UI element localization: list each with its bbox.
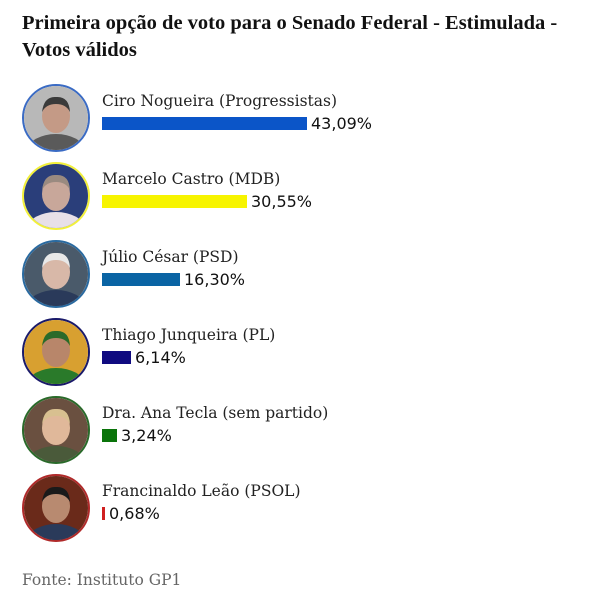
candidate-avatar bbox=[22, 474, 90, 542]
portrait-icon bbox=[24, 86, 88, 150]
candidate-name: Dra. Ana Tecla (sem partido) bbox=[102, 404, 329, 422]
candidate-avatar bbox=[22, 318, 90, 386]
candidate-row: Júlio César (PSD) 16,30% bbox=[0, 240, 600, 318]
bar-line: 30,55% bbox=[102, 191, 313, 211]
vote-percentage: 30,55% bbox=[251, 191, 313, 211]
bar-line: 6,14% bbox=[102, 347, 186, 367]
vote-percentage: 0,68% bbox=[109, 503, 160, 523]
vote-bar bbox=[102, 194, 247, 208]
candidate-row: Dra. Ana Tecla (sem partido) 3,24% bbox=[0, 396, 600, 474]
candidate-name: Marcelo Castro (MDB) bbox=[102, 170, 281, 188]
candidate-avatar bbox=[22, 396, 90, 464]
portrait-icon bbox=[24, 164, 88, 228]
vote-bar bbox=[102, 350, 131, 364]
candidate-row: Francinaldo Leão (PSOL) 0,68% bbox=[0, 474, 600, 552]
vote-percentage: 16,30% bbox=[184, 269, 246, 289]
portrait-icon bbox=[24, 476, 88, 540]
portrait-icon bbox=[24, 320, 88, 384]
candidate-name: Francinaldo Leão (PSOL) bbox=[102, 482, 301, 500]
chart-title: Primeira opção de voto para o Senado Fed… bbox=[22, 12, 558, 61]
candidate-row: Ciro Nogueira (Progressistas) 43,09% bbox=[0, 84, 600, 162]
candidate-avatar bbox=[22, 240, 90, 308]
bar-line: 3,24% bbox=[102, 425, 172, 445]
candidate-avatar bbox=[22, 162, 90, 230]
candidate-avatar bbox=[22, 84, 90, 152]
bar-line: 16,30% bbox=[102, 269, 246, 289]
vote-bar bbox=[102, 272, 180, 286]
vote-bar bbox=[102, 506, 105, 520]
candidate-name: Júlio César (PSD) bbox=[102, 248, 239, 266]
vote-bar bbox=[102, 116, 307, 130]
portrait-icon bbox=[24, 398, 88, 462]
vote-percentage: 3,24% bbox=[121, 425, 172, 445]
candidate-name: Ciro Nogueira (Progressistas) bbox=[102, 92, 338, 110]
bar-line: 0,68% bbox=[102, 503, 160, 523]
portrait-icon bbox=[24, 242, 88, 306]
candidate-name: Thiago Junqueira (PL) bbox=[102, 326, 276, 344]
bar-line: 43,09% bbox=[102, 113, 373, 133]
candidate-row: Thiago Junqueira (PL) 6,14% bbox=[0, 318, 600, 396]
source-note: Fonte: Instituto GP1 bbox=[22, 571, 182, 589]
vote-bar bbox=[102, 428, 117, 442]
vote-percentage: 6,14% bbox=[135, 347, 186, 367]
vote-percentage: 43,09% bbox=[311, 113, 373, 133]
candidate-row: Marcelo Castro (MDB) 30,55% bbox=[0, 162, 600, 240]
